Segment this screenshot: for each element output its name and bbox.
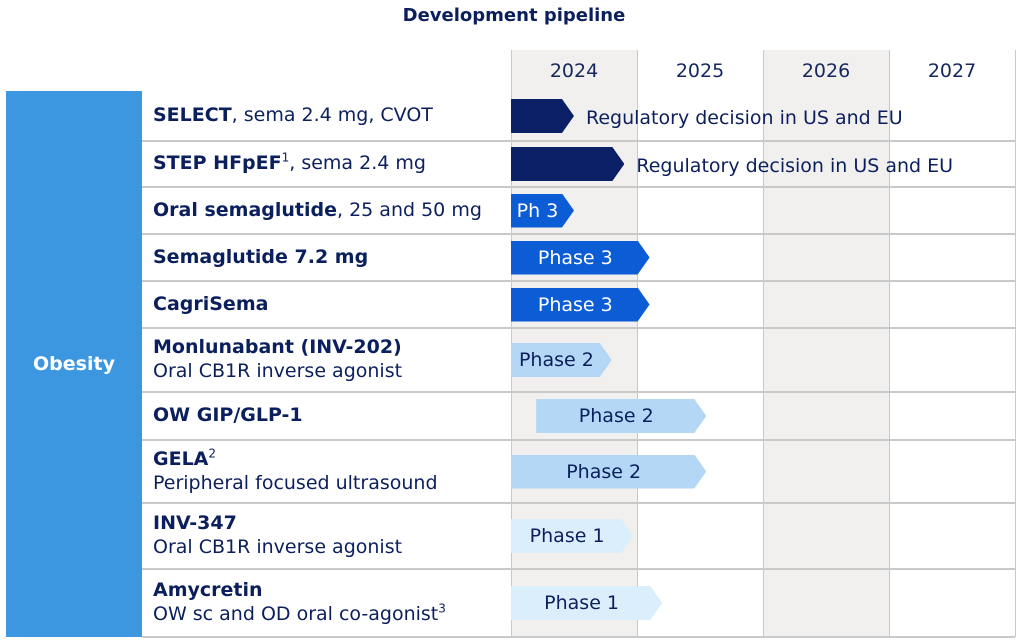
row-divider xyxy=(142,636,1015,638)
product-name: OW GIP/GLP-1 xyxy=(153,404,303,426)
product-label: INV-347 Oral CB1R inverse agonist xyxy=(153,511,402,559)
row-divider xyxy=(142,140,1015,142)
product-name: GELA xyxy=(153,447,209,470)
product-subtitle: Peripheral focused ultrasound xyxy=(153,471,438,494)
chart-title: Development pipeline xyxy=(402,5,626,26)
product-label: Oral semaglutide, 25 and 50 mg xyxy=(153,198,482,222)
phase-bar-label: Ph 3 xyxy=(516,199,559,222)
product-name: Amycretin xyxy=(153,579,263,601)
year-tick-label: 2024 xyxy=(549,60,599,82)
year-column-shade xyxy=(763,50,889,637)
row-divider xyxy=(142,186,1015,188)
regulatory-note: Regulatory decision in US and EU xyxy=(586,107,903,129)
phase-bar: Phase 2 xyxy=(511,455,706,489)
product-name: CagriSema xyxy=(153,292,269,315)
year-divider xyxy=(637,50,638,637)
row-divider xyxy=(142,280,1015,282)
phase-bar-label: Phase 1 xyxy=(544,592,620,614)
product-label: Amycretin OW sc and OD oral co-agonist3 xyxy=(153,578,446,626)
phase-bar: Phase 2 xyxy=(511,343,612,377)
product-detail: , sema 2.4 mg xyxy=(289,152,426,174)
row-divider xyxy=(142,439,1015,441)
regulatory-note: Regulatory decision in US and EU xyxy=(636,155,954,177)
product-name: INV-347 xyxy=(153,512,237,534)
product-name: Monlunabant (INV-202) xyxy=(153,336,402,358)
product-label: OW GIP/GLP-1 xyxy=(153,403,303,427)
phase-bar: Phase 1 xyxy=(511,519,633,553)
product-label: Semaglutide 7.2 mg xyxy=(153,245,368,269)
footnote-marker: 2 xyxy=(208,446,217,461)
row-divider xyxy=(142,233,1015,235)
phase-bar: Phase 1 xyxy=(511,586,662,620)
product-label: STEP HFpEF1, sema 2.4 mg xyxy=(153,151,426,175)
product-label: CagriSema xyxy=(153,292,268,316)
product-name: Oral semaglutide xyxy=(153,198,338,221)
phase-bar: Phase 2 xyxy=(536,399,706,433)
product-name: Semaglutide 7.2 mg xyxy=(153,245,369,268)
phase-bar: Phase 3 xyxy=(511,288,650,322)
year-divider xyxy=(889,50,890,637)
year-tick-label: 2025 xyxy=(675,60,725,82)
footnote-marker: 1 xyxy=(281,150,290,165)
row-divider xyxy=(142,327,1015,329)
product-subtitle: OW sc and OD oral co-agonist xyxy=(153,603,439,625)
year-divider xyxy=(1015,50,1016,637)
product-label: SELECT, sema 2.4 mg, CVOT xyxy=(153,103,433,127)
phase-bar-label: Phase 3 xyxy=(537,293,613,316)
phase-bar-label: Phase 2 xyxy=(518,349,594,371)
row-divider xyxy=(142,391,1015,393)
row-divider xyxy=(142,568,1015,570)
product-label: Monlunabant (INV-202) Oral CB1R inverse a… xyxy=(153,335,402,383)
product-name: STEP HFpEF xyxy=(153,152,282,174)
phase-bar xyxy=(511,147,624,181)
product-detail: , 25 and 50 mg xyxy=(337,198,482,221)
product-name: SELECT xyxy=(153,104,232,126)
phase-bar-label: Phase 2 xyxy=(566,460,642,483)
phase-bar-label: Phase 2 xyxy=(578,405,654,427)
year-tick-label: 2027 xyxy=(927,60,977,82)
phase-bar-label: Phase 3 xyxy=(537,246,613,269)
category-label: Obesity xyxy=(6,91,142,637)
product-label: GELA2 Peripheral focused ultrasound xyxy=(153,447,438,495)
phase-bar: Phase 3 xyxy=(511,241,650,275)
product-subtitle: Oral CB1R inverse agonist xyxy=(153,536,403,558)
phase-bar xyxy=(511,99,574,133)
year-tick-label: 2026 xyxy=(801,60,851,82)
row-divider xyxy=(142,502,1015,504)
phase-bar-label: Phase 1 xyxy=(529,525,605,547)
phase-bar: Ph 3 xyxy=(511,194,574,228)
product-subtitle: Oral CB1R inverse agonist xyxy=(153,360,403,382)
product-detail: , sema 2.4 mg, CVOT xyxy=(231,104,433,126)
year-divider xyxy=(763,50,764,637)
footnote-marker: 3 xyxy=(438,601,446,616)
